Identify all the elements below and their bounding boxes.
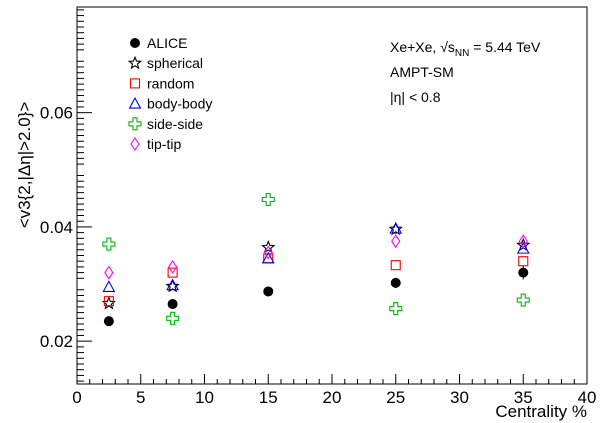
legend-marker: [128, 117, 142, 131]
y-tick-label: 0.04: [40, 218, 73, 237]
data-point: [261, 239, 276, 254]
x-tick-label: 20: [323, 388, 342, 407]
legend-label: random: [147, 75, 194, 91]
data-point: [263, 286, 274, 297]
x-tick-label: 25: [386, 388, 405, 407]
x-tick-label: 35: [514, 388, 533, 407]
annotation-system-text: Xe+Xe, √s: [390, 39, 455, 55]
y-tick-label: 0.02: [40, 332, 73, 351]
data-point: [518, 267, 529, 278]
y-tick-label: 0.06: [40, 104, 73, 123]
data-point: [167, 299, 178, 310]
data-point: [103, 296, 114, 307]
data-point: [166, 311, 180, 325]
y-axis-title: <v3{2,|Δη|>2.0}>: [15, 102, 34, 229]
annotation-box: Xe+Xe, √sNN = 5.44 TeV AMPT-SM |η| < 0.8: [390, 39, 541, 105]
legend-label: side-side: [147, 116, 203, 132]
legend-label: body-body: [147, 96, 212, 112]
legend-marker: [127, 55, 143, 70]
data-point: [261, 251, 275, 264]
data-point: [166, 278, 180, 291]
data-point: [389, 221, 403, 234]
legend-label: spherical: [147, 55, 203, 71]
legend-entry: tip-tip: [130, 136, 181, 152]
series-body-body: [102, 221, 530, 292]
series-random: [103, 253, 529, 307]
legend-marker: [129, 78, 141, 89]
x-tick-label: 10: [195, 388, 214, 407]
series-side-side: [102, 192, 530, 325]
data-point: [390, 260, 401, 271]
data-point: [388, 221, 403, 236]
data-markers: [101, 192, 531, 327]
data-point: [391, 234, 401, 249]
annotation-subscript: NN: [455, 48, 469, 59]
legend-entry: ALICE: [130, 35, 187, 51]
legend-entry: body-body: [128, 96, 212, 112]
annotation-system: Xe+Xe, √sNN = 5.44 TeV: [390, 39, 541, 59]
x-tick-label: 30: [450, 388, 469, 407]
tick-labels: 0 5 10 15 20 25 30 35 40 0.02 0.04 0.06: [40, 104, 597, 407]
series-alice: [103, 265, 529, 327]
x-axis-title: Centrality %: [495, 402, 587, 421]
legend-entry: spherical: [127, 55, 203, 71]
data-point: [516, 293, 530, 307]
x-tick-label: 40: [578, 388, 597, 407]
data-point: [261, 192, 275, 207]
data-point: [518, 256, 529, 267]
series-tip-tip: [104, 234, 528, 280]
data-point: [165, 278, 180, 293]
series-spherical: [101, 221, 531, 310]
legend-label: ALICE: [147, 35, 187, 51]
data-point: [102, 280, 116, 292]
data-point: [263, 245, 273, 260]
legend-marker: [130, 137, 140, 151]
legend-label: tip-tip: [147, 136, 181, 152]
data-point: [104, 265, 114, 280]
data-point: [103, 316, 114, 327]
legend-marker: [128, 96, 142, 109]
x-tick-label: 15: [259, 388, 278, 407]
data-point: [516, 241, 530, 254]
data-point: [167, 259, 178, 274]
annotation-eta-cut: |η| < 0.8: [390, 89, 441, 105]
annotation-energy: = 5.44 TeV: [469, 39, 541, 55]
x-tick-label: 5: [136, 388, 145, 407]
x-tick-label: 0: [72, 388, 81, 407]
data-point: [390, 277, 401, 288]
annotation-model: AMPT-SM: [390, 64, 454, 80]
axis-ticks: [76, 9, 588, 384]
legend-entry: random: [129, 75, 194, 91]
legend-entry: side-side: [128, 116, 203, 132]
data-point: [389, 302, 403, 316]
data-point: [167, 267, 178, 278]
legend: ALICE spherical random body-body side-side ti…: [127, 35, 212, 152]
data-point: [518, 234, 528, 249]
legend-marker: [130, 38, 140, 48]
data-point: [102, 237, 116, 251]
